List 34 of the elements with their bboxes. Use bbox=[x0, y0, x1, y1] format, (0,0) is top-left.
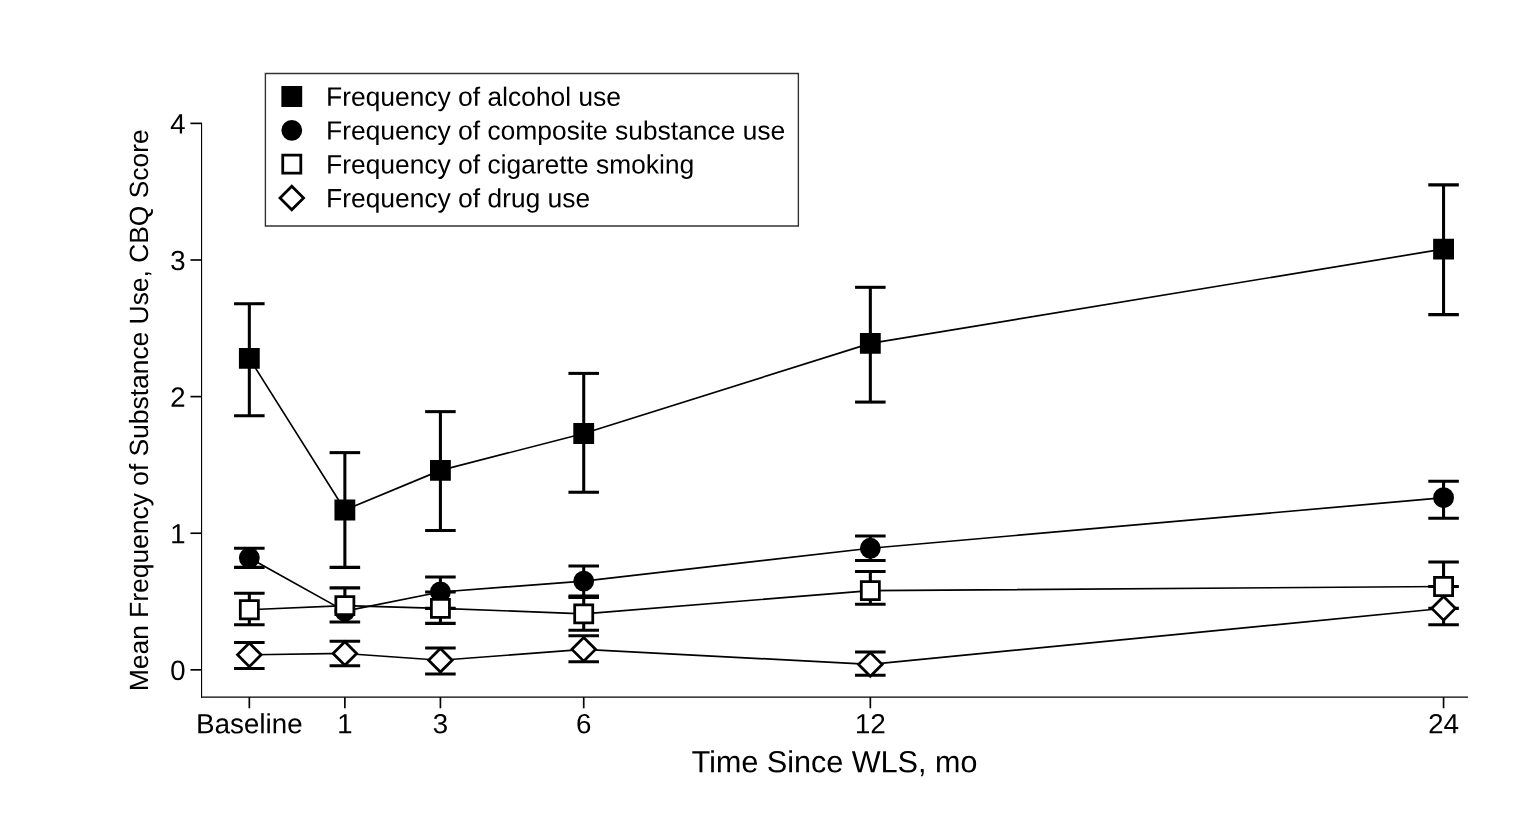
point bbox=[573, 603, 595, 625]
y-tick-label: 0 bbox=[171, 660, 185, 681]
x-tick-label: 3 bbox=[433, 713, 447, 734]
x-tick-label: 6 bbox=[577, 713, 591, 734]
x-tick-label: Baseline bbox=[198, 713, 302, 734]
point bbox=[238, 547, 260, 569]
y-tick-label: 1 bbox=[172, 524, 185, 544]
y-tick-label: 4 bbox=[170, 114, 185, 134]
point bbox=[1433, 238, 1454, 260]
point bbox=[238, 599, 260, 621]
point bbox=[1430, 595, 1457, 622]
point bbox=[429, 459, 451, 481]
point bbox=[238, 347, 260, 369]
legend-label: Frequency of alcohol use bbox=[328, 86, 620, 112]
y-axis-title: Mean Frequency of Substance Use, CBQ Score bbox=[128, 130, 154, 689]
point bbox=[859, 580, 881, 602]
point bbox=[1433, 576, 1454, 597]
x-axis-title: Time Since WLS, mo bbox=[692, 750, 977, 777]
legend-label: Frequency of composite substance use bbox=[328, 120, 785, 146]
legend-label: Frequency of drug use bbox=[328, 188, 589, 213]
point bbox=[334, 595, 356, 617]
point bbox=[573, 423, 595, 444]
point bbox=[573, 570, 595, 592]
x-tick-label: 12 bbox=[857, 713, 885, 734]
legend-label: Frequency of cigarette smoking bbox=[328, 154, 693, 179]
x-tick-label: 24 bbox=[1429, 713, 1459, 734]
point bbox=[859, 537, 881, 559]
y-tick-label: 2 bbox=[171, 387, 185, 407]
point bbox=[334, 499, 356, 521]
point bbox=[429, 597, 451, 619]
point bbox=[859, 332, 881, 354]
point bbox=[1433, 487, 1454, 509]
y-tick-label: 3 bbox=[171, 250, 185, 271]
x-tick-label: 1 bbox=[339, 714, 352, 734]
